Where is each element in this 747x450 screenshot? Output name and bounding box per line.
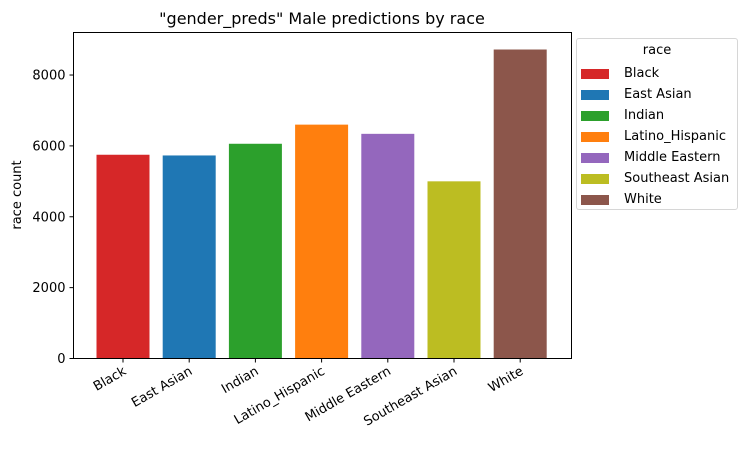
y-axis-label: race count bbox=[10, 160, 25, 229]
legend: race Black East Asian Indian Latino_Hispani… bbox=[576, 38, 738, 210]
bar-southeast-asian bbox=[427, 181, 481, 359]
legend-label: East Asian bbox=[624, 87, 692, 102]
legend-label: White bbox=[624, 192, 662, 207]
bar-black bbox=[96, 154, 150, 359]
legend-label: Indian bbox=[624, 108, 665, 123]
legend-item-east-asian: East Asian bbox=[577, 84, 737, 105]
plot-frame bbox=[73, 32, 572, 359]
chart-title: "gender_preds" Male predictions by race bbox=[159, 9, 485, 29]
legend-label: Black bbox=[624, 66, 660, 81]
legend-item-indian: Indian bbox=[577, 105, 737, 126]
bars-group bbox=[96, 49, 547, 359]
y-tick-label: 6000 bbox=[32, 139, 65, 154]
bar-indian bbox=[228, 143, 282, 359]
legend-swatch bbox=[581, 194, 609, 205]
x-tick-label-indian: Indian bbox=[219, 364, 261, 397]
y-tick-label: 0 bbox=[57, 352, 65, 367]
legend-label: Latino_Hispanic bbox=[624, 129, 726, 144]
legend-swatch bbox=[581, 131, 609, 142]
x-tick-label-east-asian: East Asian bbox=[129, 364, 195, 411]
legend-item-latino-hispanic: Latino_Hispanic bbox=[577, 126, 737, 147]
legend-label: Southeast Asian bbox=[624, 171, 730, 186]
legend-swatch bbox=[581, 89, 609, 100]
legend-swatch bbox=[581, 152, 609, 163]
legend-item-white: White bbox=[577, 189, 737, 210]
y-tick-label: 8000 bbox=[32, 69, 65, 84]
legend-items: Black East Asian Indian Latino_Hispanic Midd… bbox=[577, 63, 737, 210]
legend-swatch bbox=[581, 110, 609, 121]
y-tick-label: 4000 bbox=[32, 210, 65, 225]
legend-swatch bbox=[581, 68, 609, 79]
y-tick-label: 2000 bbox=[32, 281, 65, 296]
bar-latino-hispanic bbox=[295, 124, 349, 359]
bar-middle-eastern bbox=[361, 133, 415, 359]
legend-item-black: Black bbox=[577, 63, 737, 84]
x-ticks-group: Black East Asian IndianLatino_HispanicMidd… bbox=[91, 358, 526, 430]
legend-swatch bbox=[581, 173, 609, 184]
y-ticks-group: 0 2000 4000 6000 8000 bbox=[32, 69, 74, 367]
x-tick-label-black: Black bbox=[91, 364, 129, 395]
legend-item-southeast-asian: Southeast Asian bbox=[577, 168, 737, 189]
bar-white bbox=[493, 49, 547, 359]
bar-east-asian bbox=[162, 155, 216, 359]
x-tick-label-white: White bbox=[486, 364, 526, 396]
legend-title: race bbox=[642, 43, 672, 58]
legend-item-middle-eastern: Middle Eastern bbox=[577, 147, 737, 168]
legend-label: Middle Eastern bbox=[624, 150, 721, 165]
